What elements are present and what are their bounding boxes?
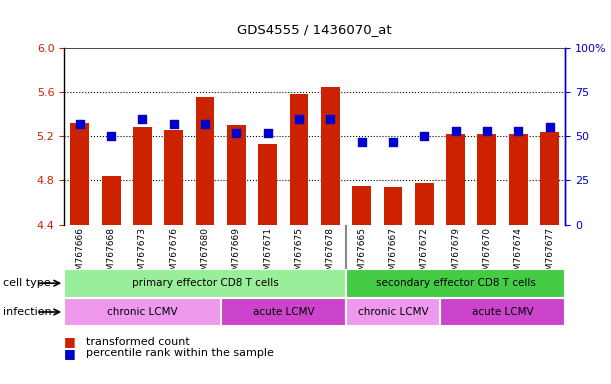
Text: primary effector CD8 T cells: primary effector CD8 T cells [132,278,279,288]
Text: GSM767670: GSM767670 [483,227,491,282]
Point [451,128,461,134]
Text: GSM767680: GSM767680 [200,227,210,282]
Point [388,139,398,145]
Bar [102,176,120,225]
Text: GSM767675: GSM767675 [295,227,304,282]
Text: GSM767678: GSM767678 [326,227,335,282]
Text: GSM767677: GSM767677 [545,227,554,282]
Bar [64,269,346,298]
Bar [509,134,528,225]
Bar [384,187,403,225]
Point [263,130,273,136]
Point [75,121,85,127]
Text: chronic LCMV: chronic LCMV [107,307,178,317]
Point [357,139,367,145]
Text: acute LCMV: acute LCMV [472,307,533,317]
Bar [478,134,496,225]
Bar [346,298,440,326]
Bar [321,87,340,225]
Text: GSM767665: GSM767665 [357,227,366,282]
Bar [221,298,346,326]
Point [200,121,210,127]
Bar [227,125,246,225]
Point [232,130,241,136]
Point [544,124,554,131]
Bar [164,130,183,225]
Bar [258,144,277,225]
Bar [446,134,465,225]
Text: percentile rank within the sample: percentile rank within the sample [86,348,273,358]
Bar [540,132,559,225]
Point [513,128,523,134]
Text: GSM767676: GSM767676 [169,227,178,282]
Text: acute LCMV: acute LCMV [252,307,314,317]
Point [294,116,304,122]
Point [419,133,429,139]
Text: GSM767674: GSM767674 [514,227,522,282]
Text: secondary effector CD8 T cells: secondary effector CD8 T cells [376,278,535,288]
Text: GSM767668: GSM767668 [107,227,115,282]
Text: chronic LCMV: chronic LCMV [357,307,428,317]
Point [137,116,147,122]
Text: transformed count: transformed count [86,337,189,347]
Bar [290,94,309,225]
Text: cell type: cell type [3,278,51,288]
Text: ■: ■ [64,347,76,360]
Text: ■: ■ [64,335,76,348]
Bar [415,183,434,225]
Text: GSM767673: GSM767673 [138,227,147,282]
Point [106,133,116,139]
Point [482,128,492,134]
Text: GSM767672: GSM767672 [420,227,429,282]
Text: GSM767671: GSM767671 [263,227,272,282]
Text: infection: infection [3,307,52,317]
Text: GDS4555 / 1436070_at: GDS4555 / 1436070_at [237,23,392,36]
Bar [70,123,89,225]
Text: GSM767679: GSM767679 [451,227,460,282]
Point [326,116,335,122]
Point [169,121,178,127]
Text: GSM767666: GSM767666 [75,227,84,282]
Bar [133,127,152,225]
Bar [346,269,565,298]
Text: GSM767669: GSM767669 [232,227,241,282]
Bar [353,186,371,225]
Bar [196,97,214,225]
Bar [64,298,221,326]
Text: GSM767667: GSM767667 [389,227,397,282]
Bar [440,298,565,326]
